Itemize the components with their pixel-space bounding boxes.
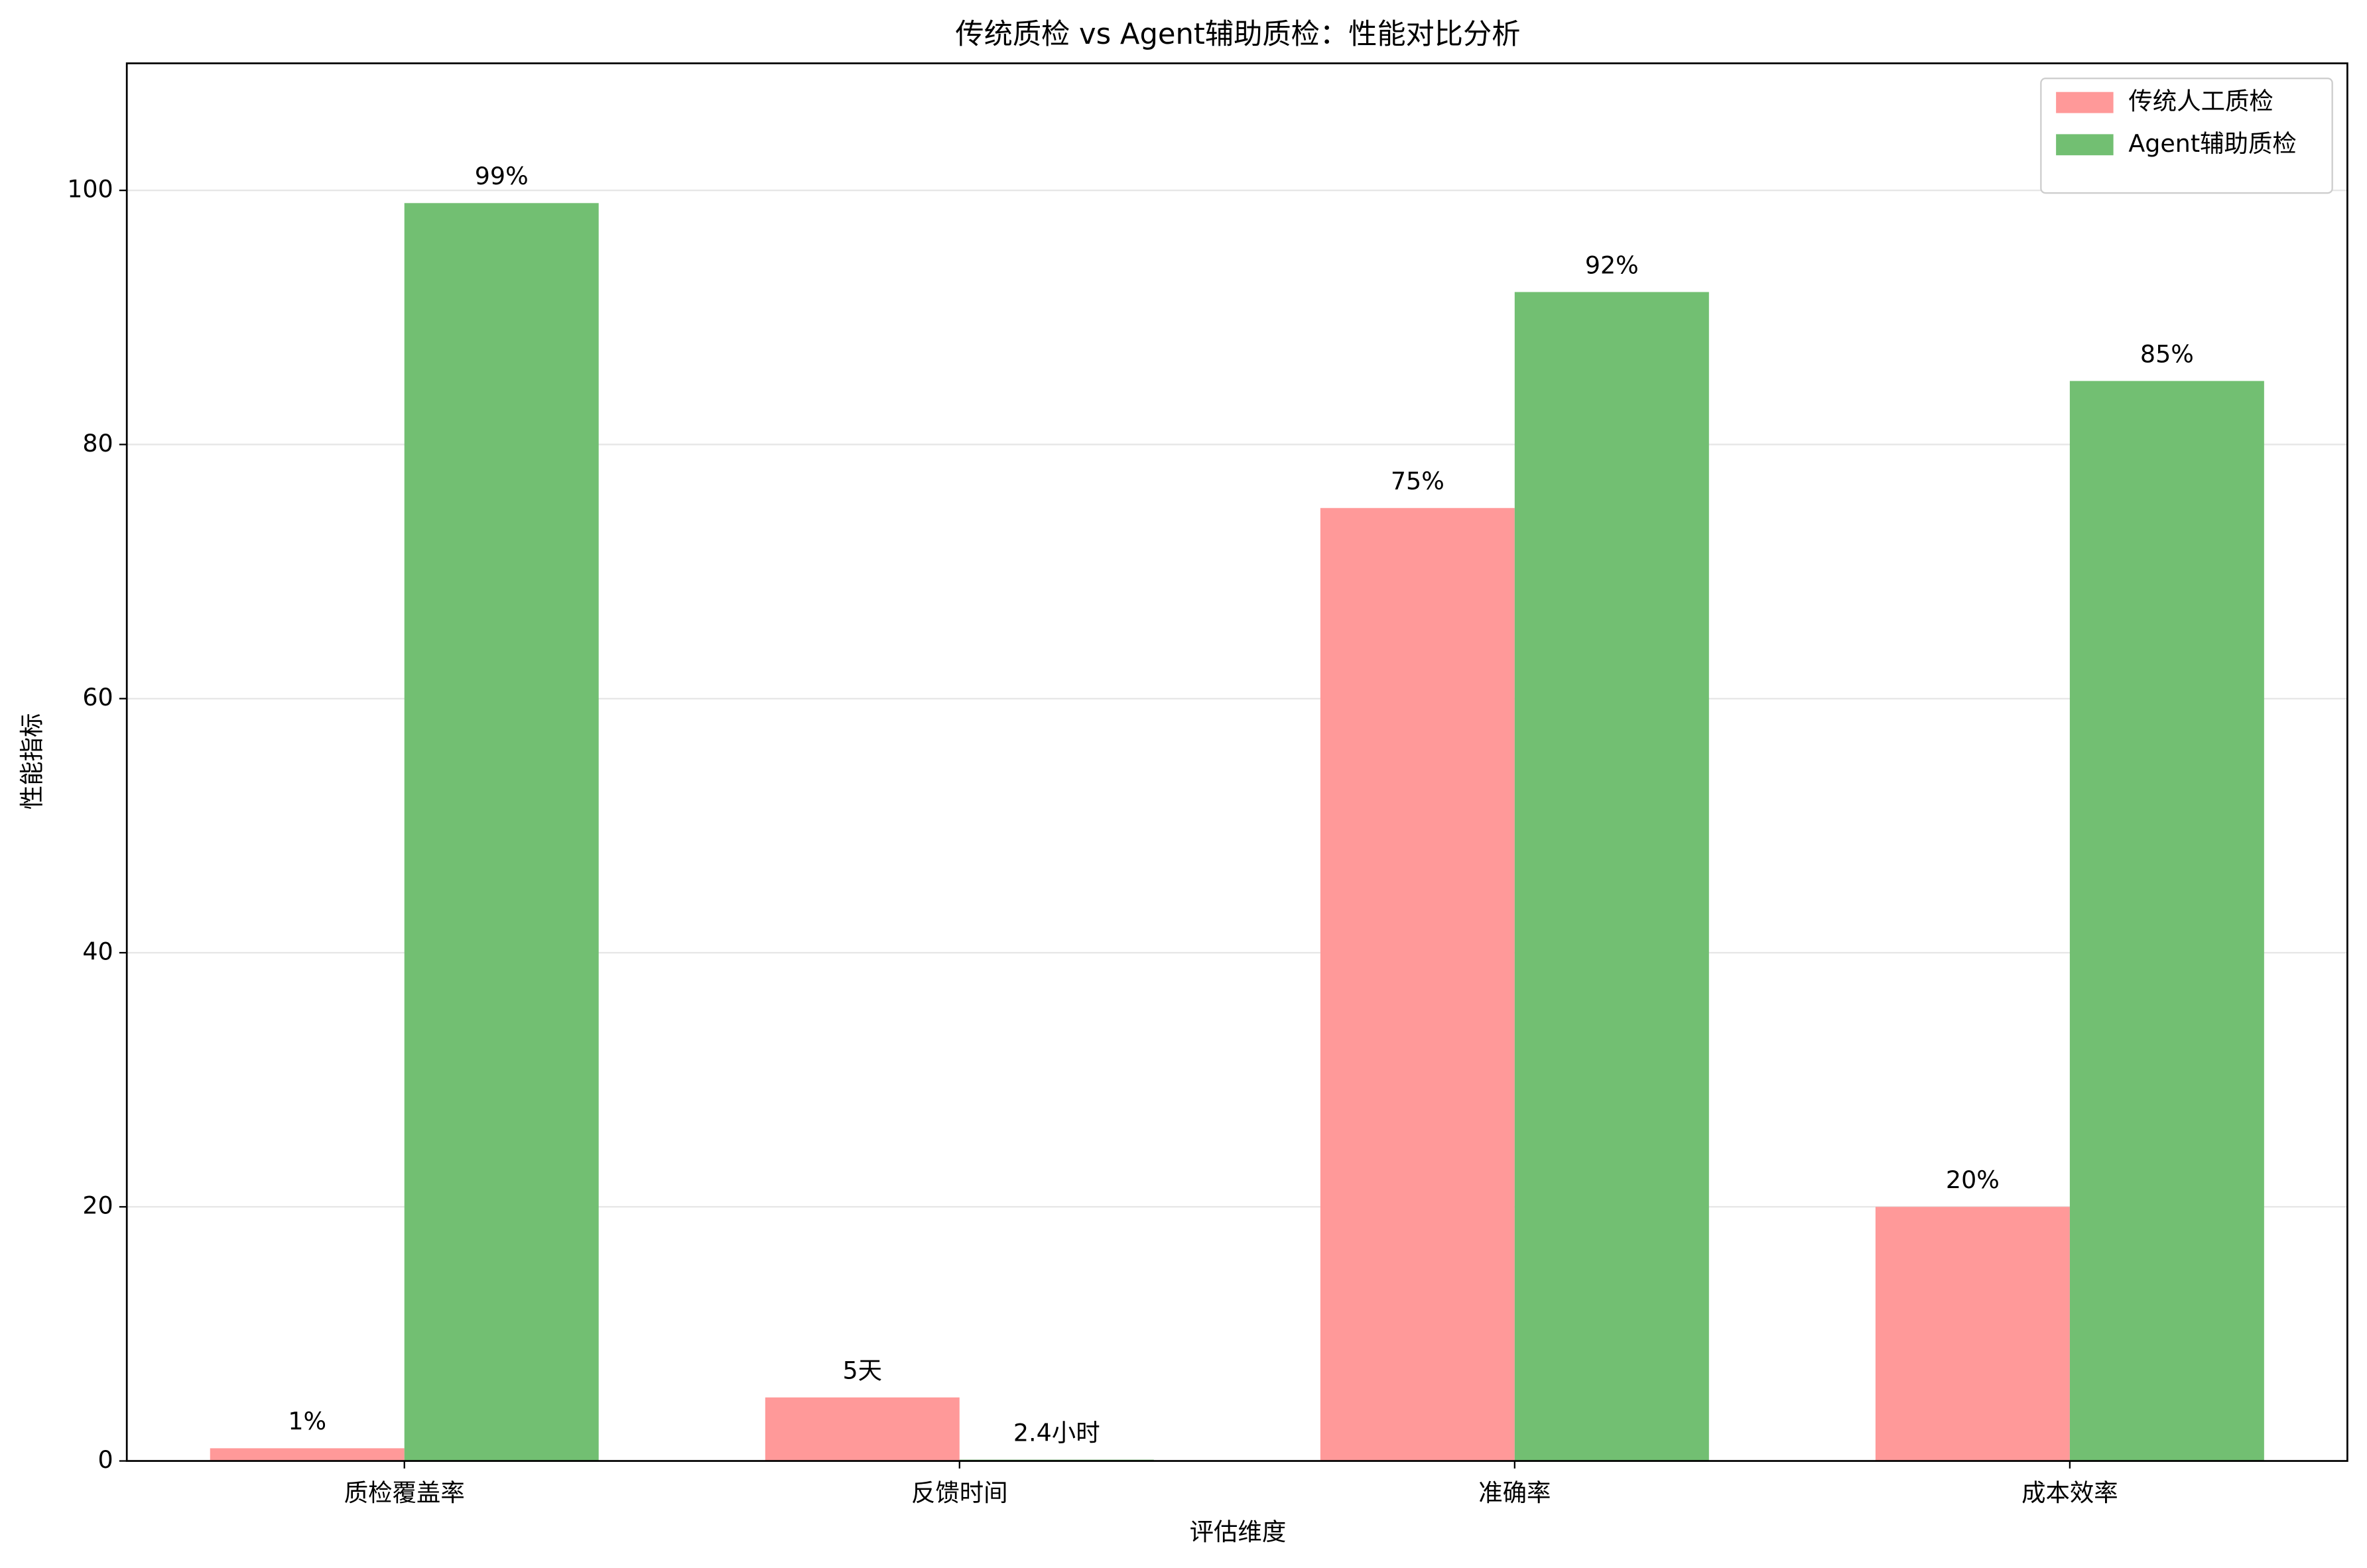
- plot-frame: [125, 62, 2348, 1462]
- bar: [2069, 381, 2264, 1461]
- legend-box: [2040, 78, 2333, 194]
- y-tick-label: 40: [82, 937, 113, 965]
- x-tick-label: 反馈时间: [911, 1478, 1008, 1507]
- bar: [1875, 1207, 2070, 1461]
- y-axis-label: 性能指标: [18, 713, 46, 810]
- bar: [210, 1448, 405, 1461]
- value-label: 92%: [1585, 251, 1639, 279]
- x-tick-label: 质检覆盖率: [344, 1478, 465, 1507]
- x-axis-label: 评估维度: [1190, 1518, 1287, 1546]
- bar: [765, 1397, 960, 1461]
- legend-label: 传统人工质检: [2128, 87, 2273, 115]
- bar: [1514, 292, 1709, 1461]
- y-tick-label: 100: [67, 175, 113, 204]
- chart-title: 传统质检 vs Agent辅助质检：性能对比分析: [955, 18, 1520, 51]
- x-tick-label: 成本效率: [2021, 1478, 2118, 1507]
- legend-swatch: [2056, 91, 2114, 113]
- value-label: 75%: [1391, 467, 1444, 495]
- legend-swatch: [2056, 134, 2114, 156]
- y-tick-label: 20: [82, 1191, 113, 1220]
- value-label: 85%: [2140, 339, 2194, 368]
- value-label: 2.4小时: [1013, 1418, 1100, 1447]
- legend-label: Agent辅助质检: [2128, 129, 2296, 158]
- bar: [1320, 508, 1515, 1461]
- value-label: 1%: [288, 1407, 326, 1435]
- value-label: 20%: [1946, 1166, 2000, 1194]
- value-label: 99%: [475, 162, 529, 190]
- y-tick-label: 0: [98, 1445, 113, 1474]
- y-tick-label: 60: [82, 683, 113, 711]
- y-tick-label: 80: [82, 429, 113, 457]
- x-tick-label: 准确率: [1478, 1478, 1551, 1507]
- bar: [404, 203, 599, 1461]
- value-label: 5天: [843, 1357, 883, 1385]
